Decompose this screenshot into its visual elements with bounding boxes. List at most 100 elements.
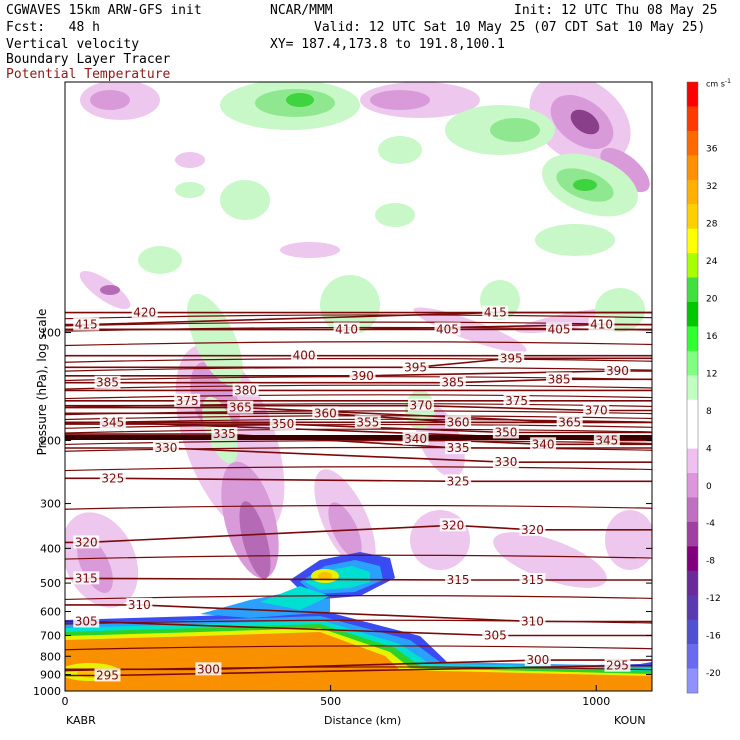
theta-contour-minor — [65, 595, 652, 601]
colorbar-swatch — [687, 521, 698, 547]
theta-label-bg — [269, 417, 296, 431]
colorbar: 36 32 28 24 20 16 12 8 4 0 -4 -8 -12 -16 -20 — [686, 81, 721, 694]
theta-label: 400 — [293, 349, 316, 363]
theta-label-bg — [211, 427, 238, 441]
theta-label-bg — [126, 597, 153, 611]
theta-label: 325 — [101, 471, 124, 485]
theta-contour-295 — [65, 664, 652, 677]
theta-contour-330 — [65, 447, 652, 463]
theta-label: 320 — [441, 518, 464, 532]
theta-label: 335 — [213, 427, 236, 441]
theta-label: 335 — [447, 441, 470, 455]
theta-contour-minor — [65, 428, 652, 434]
y-tick-label: 300 — [40, 498, 61, 511]
theta-label-bg — [482, 628, 509, 642]
colorbar-label: 36 — [706, 144, 718, 154]
x-tick-label: 1000 — [582, 695, 610, 708]
theta-label: 360 — [314, 406, 337, 420]
org-label: NCAR/MMM — [270, 3, 333, 18]
theta-label: 355 — [356, 415, 379, 429]
colorbar-swatch — [687, 595, 698, 620]
x-end-label-end: KOUN — [614, 714, 646, 727]
theta-label: 305 — [75, 615, 98, 629]
theta-contour-390 — [65, 370, 652, 377]
theta-contour-365 — [65, 406, 652, 424]
theta-label: 350 — [494, 425, 517, 439]
theta-label-bg — [583, 403, 610, 417]
theta-label: 340 — [404, 432, 427, 446]
theta-contour-minor — [65, 554, 652, 560]
theta-label-bg — [556, 415, 583, 429]
theta-label: 390 — [351, 369, 374, 383]
colorbar-label: 24 — [706, 257, 718, 267]
theta-label-bg — [604, 363, 631, 377]
colorbar-label: 8 — [706, 407, 712, 417]
theta-label-bg — [519, 572, 546, 586]
colorbar-swatch — [687, 326, 698, 352]
theta-contour-minor — [65, 666, 652, 672]
theta-label: 325 — [447, 474, 470, 488]
downward-velocity-areas — [65, 82, 652, 608]
theta-label-bg — [439, 375, 466, 389]
colorbar-swatch — [687, 277, 698, 303]
theta-label: 410 — [590, 318, 613, 332]
theta-label: 295 — [96, 668, 119, 682]
colorbar-swatch — [687, 424, 698, 449]
theta-contour-minor — [65, 446, 652, 452]
theta-label: 395 — [404, 360, 427, 374]
colorbar-swatch — [687, 448, 698, 474]
theta-label-bg — [445, 572, 472, 586]
valid-time: Valid: 12 UTC Sat 10 May 25 (07 CDT Sat … — [314, 20, 706, 35]
x-end-label-start: KABR — [66, 714, 96, 727]
theta-label: 350 — [271, 417, 294, 431]
theta-label: 380 — [234, 383, 257, 397]
colorbar-swatch — [687, 399, 698, 425]
theta-label-bg — [482, 305, 509, 319]
theta-label-bg — [174, 393, 201, 407]
colorbar-swatch — [687, 253, 698, 278]
theta-label: 385 — [441, 376, 464, 390]
theta-label: 370 — [409, 399, 432, 413]
theta-label-bg — [588, 317, 615, 331]
theta-label: 420 — [133, 306, 156, 320]
colorbar-swatch — [687, 497, 698, 523]
colorbar-swatch — [687, 155, 698, 181]
theta-contour-minor — [65, 504, 652, 510]
theta-label: 360 — [447, 415, 470, 429]
y-tick-label: 700 — [40, 629, 61, 642]
colorbar-label: 20 — [706, 294, 718, 304]
theta-label-bg — [73, 317, 100, 331]
colorbar-swatch — [687, 350, 698, 376]
theta-label: 395 — [500, 351, 523, 365]
theta-label: 305 — [484, 628, 507, 642]
theta-contour-minor — [65, 384, 652, 390]
theta-label-bg — [492, 455, 519, 469]
xy-range: XY= 187.4,173.8 to 191.8,100.1 — [270, 37, 505, 52]
colorbar-swatch — [687, 179, 698, 205]
theta-label-bg — [530, 437, 557, 451]
theta-label-bg — [519, 614, 546, 628]
theta-label: 365 — [229, 401, 252, 415]
theta-contour-minor — [65, 394, 652, 400]
theta-label: 375 — [176, 394, 199, 408]
y-tick-label: 400 — [40, 542, 61, 555]
theta-label-bg — [593, 433, 620, 447]
y-tick-label: 1000 — [33, 685, 61, 698]
y-tick-label: 500 — [40, 577, 61, 590]
theta-label: 340 — [532, 437, 555, 451]
colorbar-label: -16 — [706, 632, 721, 642]
theta-label-bg — [445, 441, 472, 455]
theta-label: 385 — [548, 372, 571, 386]
theta-label-bg — [232, 383, 259, 397]
colorbar-label: -12 — [706, 594, 721, 604]
theta-contour-minor — [65, 440, 652, 446]
theta-label: 365 — [558, 415, 581, 429]
theta-label-bg — [445, 474, 472, 488]
colorbar-label: -8 — [706, 557, 715, 567]
theta-label-bg — [439, 518, 466, 532]
theta-contour-325 — [65, 477, 652, 483]
y-tick-label: 100 — [40, 327, 61, 340]
theta-label-bg — [492, 425, 519, 439]
x-axis-title: Distance (km) — [324, 714, 402, 727]
